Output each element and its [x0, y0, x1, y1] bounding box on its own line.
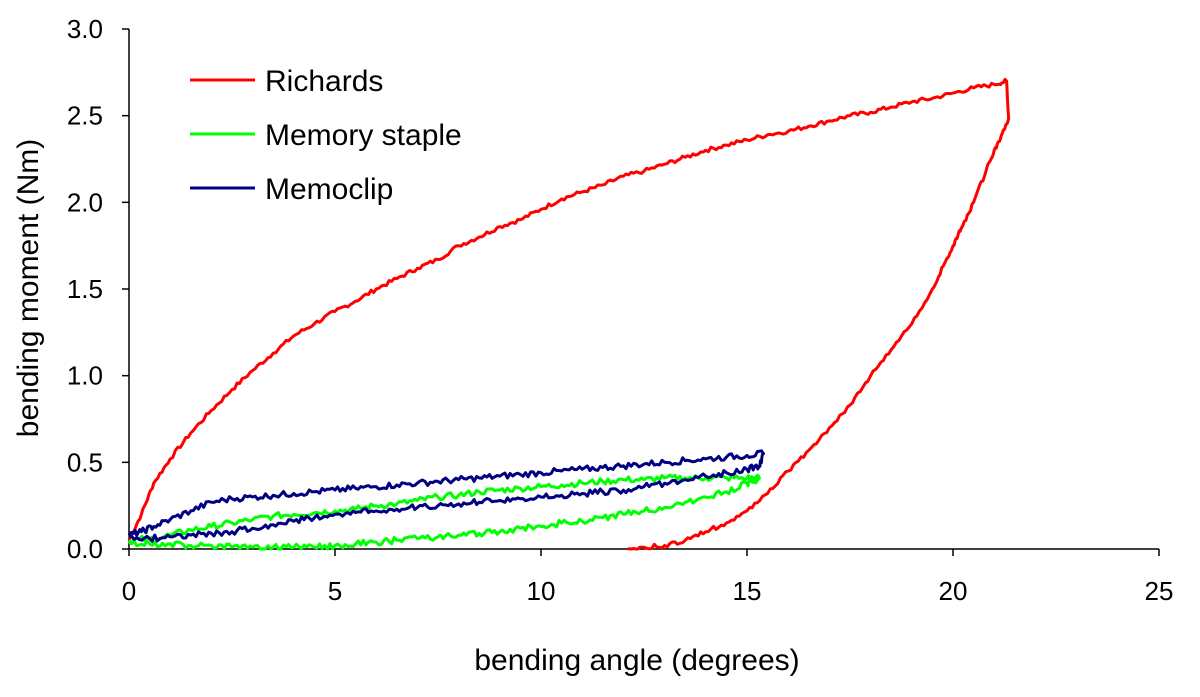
x-tick-label: 5 [328, 576, 342, 606]
x-tick-label: 20 [939, 576, 968, 606]
tick-labels: 0 5 10 15 20 25 0.0 0.5 1.0 1.5 2.0 2.5 3.0 [67, 14, 1174, 606]
series-line-memory-staple [127, 473, 761, 551]
series-line-richards [127, 77, 1011, 551]
x-tick-label: 10 [527, 576, 556, 606]
series-lines [127, 77, 1011, 551]
x-tick-label: 0 [122, 576, 136, 606]
legend-label: Memoclip [265, 173, 393, 206]
y-tick-label: 2.0 [67, 187, 103, 217]
x-tick-label: 15 [733, 576, 762, 606]
x-tick-label: 25 [1145, 576, 1174, 606]
legend-label: Richards [265, 65, 383, 98]
legend: Richards Memory staple Memoclip [190, 65, 462, 206]
y-tick-label: 0.0 [67, 534, 103, 564]
y-axis-title: bending moment (Nm) [12, 139, 45, 437]
series-line-memoclip [127, 449, 765, 543]
y-tick-label: 0.5 [67, 447, 103, 477]
y-tick-label: 3.0 [67, 14, 103, 44]
y-tick-label: 1.5 [67, 274, 103, 304]
legend-label: Memory staple [265, 119, 462, 152]
y-tick-label: 2.5 [67, 101, 103, 131]
axes [128, 29, 1159, 550]
x-axis-title: bending angle (degrees) [474, 644, 799, 677]
y-tick-label: 1.0 [67, 361, 103, 391]
